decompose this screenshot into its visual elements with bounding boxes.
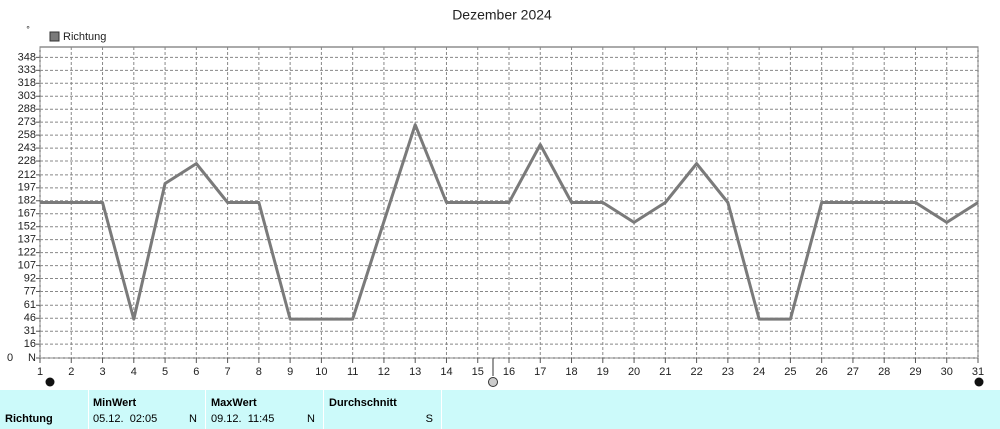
y-tick-label: 46 [24, 312, 36, 324]
x-tick-label: 27 [847, 366, 859, 378]
y-tick-label: 212 [18, 169, 36, 181]
y-tick-label: 152 [18, 221, 36, 233]
column-header: MaxWert [211, 397, 257, 409]
summary-table: Richtung MinWert 05.12. 02:05 N MaxWert 09.1… [0, 390, 1000, 429]
x-tick-label: 18 [565, 366, 577, 378]
chart: Dezember 2024 ° 0 N163146617792107122137… [7, 7, 984, 387]
y-tick-label: 77 [24, 285, 36, 297]
y-tick-label: 107 [18, 259, 36, 271]
x-tick-label: 17 [534, 366, 546, 378]
x-tick-label: 8 [256, 366, 262, 378]
row-cell: Richtung [0, 390, 89, 429]
x-tick-label: 3 [99, 366, 105, 378]
x-tick-label: 2 [68, 366, 74, 378]
summary-cell: Durchschnitt S [324, 390, 442, 429]
column-header: Durchschnitt [329, 397, 397, 409]
data-line [40, 123, 979, 321]
y-tick-label: 16 [24, 338, 36, 350]
marker [488, 377, 498, 387]
column-direction: N [307, 413, 315, 425]
x-tick-label: 15 [472, 366, 484, 378]
y-tick-label: 273 [18, 116, 36, 128]
x-tick-label: 20 [628, 366, 640, 378]
x-tick-label: 24 [753, 366, 765, 378]
column-direction: N [189, 413, 197, 425]
x-tick-label: 6 [193, 366, 199, 378]
y-tick-label: 182 [18, 195, 36, 207]
x-tick-label: 4 [131, 366, 137, 378]
column-value: 05.12. 02:05 [93, 413, 158, 425]
x-tick-label: 16 [503, 366, 515, 378]
y-tick-label: 303 [18, 90, 36, 102]
x-tick-label: 30 [941, 366, 953, 378]
y-tick-label: 61 [24, 299, 36, 311]
x-tick-label: 5 [162, 366, 168, 378]
x-tick-label: 31 [972, 366, 984, 378]
legend-label: Richtung [63, 31, 106, 43]
y-tick-label: 137 [18, 234, 36, 246]
column-header: MinWert [93, 397, 137, 409]
x-tick-label: 26 [816, 366, 828, 378]
x-tick-label: 9 [287, 366, 293, 378]
x-tick-label: 14 [440, 366, 452, 378]
x-tick-label: 22 [690, 366, 702, 378]
x-tick-label: 23 [722, 366, 734, 378]
x-tick-label: 25 [784, 366, 796, 378]
x-tick-label: 21 [659, 366, 671, 378]
y-tick-label: 348 [18, 51, 36, 63]
x-tick-label: 29 [909, 366, 921, 378]
y-tick-label: 333 [18, 64, 36, 76]
y-tick-label: 197 [18, 182, 36, 194]
column-direction: S [425, 413, 433, 425]
row-label: Richtung [5, 413, 53, 425]
summary-cell: MinWert 05.12. 02:05 N [88, 390, 206, 429]
y-tick-label: 258 [18, 129, 36, 141]
y-tick-label: 318 [18, 77, 36, 89]
y-tick-label: 228 [18, 155, 36, 167]
x-tick-label: 12 [378, 366, 390, 378]
marker [974, 377, 984, 387]
y-tick-label: 167 [18, 208, 36, 220]
x-tick-label: 7 [225, 366, 231, 378]
y-tick-label: N [28, 352, 36, 364]
x-tick-label: 10 [315, 366, 327, 378]
column-value: 09.12. 11:45 [211, 413, 275, 425]
y-axis-label: ° [26, 24, 30, 34]
y-origin-label: 0 [7, 352, 13, 364]
y-tick-label: 243 [18, 142, 36, 154]
chart-title: Dezember 2024 [452, 7, 552, 23]
marker [45, 377, 55, 387]
x-tick-label: 19 [597, 366, 609, 378]
x-tick-label: 1 [37, 366, 43, 378]
x-tick-label: 11 [347, 366, 358, 378]
y-tick-label: 288 [18, 103, 36, 115]
x-tick-label: 28 [878, 366, 890, 378]
y-tick-label: 122 [18, 247, 36, 259]
summary-cell: MaxWert 09.12. 11:45 N [206, 390, 324, 429]
legend-swatch [49, 31, 60, 42]
y-tick-label: 92 [24, 272, 36, 284]
y-tick-label: 31 [24, 325, 36, 337]
x-tick-label: 13 [409, 366, 421, 378]
